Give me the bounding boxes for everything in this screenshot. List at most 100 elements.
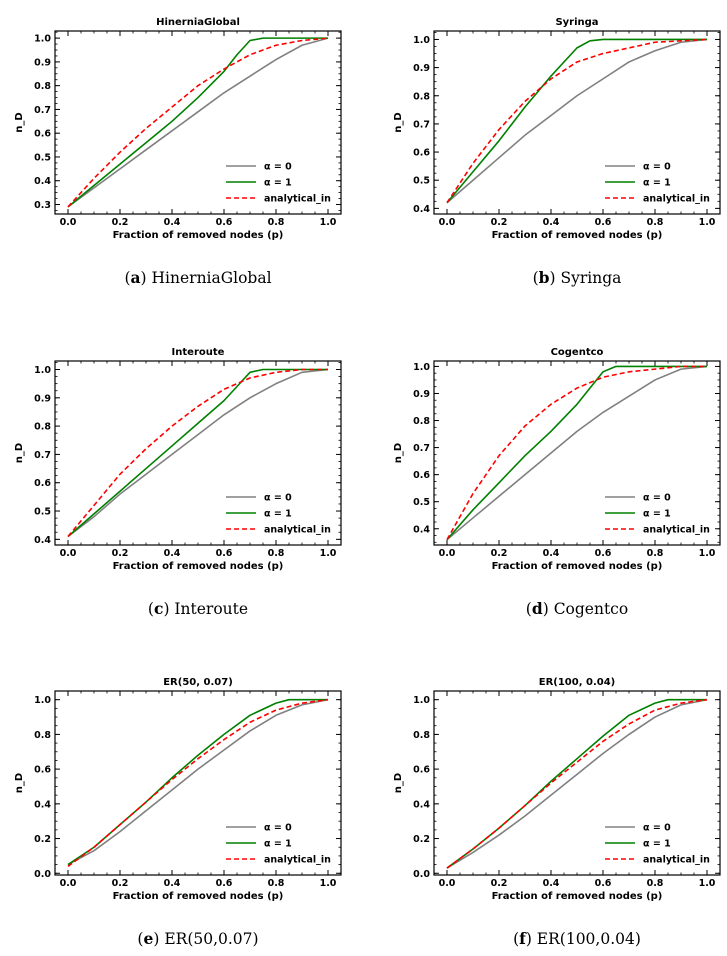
caption-letter: b — [539, 268, 550, 287]
y-tick-label: 0.5 — [413, 176, 430, 187]
x-tick-label: 0.0 — [60, 878, 77, 889]
y-tick-label: 0.6 — [413, 765, 430, 776]
y-tick-label: 0.7 — [34, 450, 51, 461]
x-tick-label: 0.8 — [268, 548, 285, 559]
y-axis-label: n_D — [14, 112, 25, 132]
y-axis-label: n_D — [393, 773, 404, 793]
series-line-alpha0 — [446, 698, 708, 869]
chart-title: Syringa — [555, 17, 598, 28]
panel-caption: (d) Cogentco — [526, 599, 628, 618]
y-tick-label: 0.9 — [413, 389, 430, 400]
y-tick-label: 0.0 — [413, 869, 430, 880]
x-tick-label: 0.6 — [595, 217, 612, 228]
x-tick-label: 1.0 — [320, 217, 337, 228]
y-tick-label: 0.4 — [413, 524, 430, 535]
plot-frame — [54, 360, 342, 546]
y-tick-label: 0.4 — [413, 799, 430, 810]
x-tick-label: 0.8 — [268, 217, 285, 228]
caption-name: Syringa — [561, 269, 622, 287]
legend-label: α = 1 — [264, 839, 292, 850]
y-tick-label: 0.4 — [34, 176, 51, 187]
y-tick-label: 0.7 — [413, 119, 430, 130]
caption-name: ER(50,0.07) — [164, 930, 258, 948]
plot-frame — [433, 690, 721, 876]
y-axis-label: n_D — [14, 773, 25, 793]
x-tick-label: 0.0 — [439, 548, 456, 559]
caption-paren-open: ( — [533, 269, 539, 287]
series-line-alpha0 — [67, 368, 329, 538]
x-tick-label: 1.0 — [320, 548, 337, 559]
x-tick-label: 0.6 — [595, 548, 612, 559]
x-axis-label: Fraction of removed nodes (p) — [113, 561, 284, 572]
chart-title: ER(100, 0.04) — [539, 677, 616, 688]
y-tick-label: 0.8 — [34, 422, 51, 433]
caption-letter: f — [519, 929, 527, 948]
chart-panel-e: ER(50, 0.07) 0.0 0.2 0.4 0.6 0.8 1.0 0.0 0.2 0.4 0… — [14, 677, 342, 948]
y-tick-label: 0.6 — [34, 478, 51, 489]
y-axis-label: n_D — [393, 112, 404, 132]
series-line-alpha1 — [67, 37, 328, 208]
caption-paren-open: ( — [148, 600, 154, 618]
x-tick-label: 0.4 — [543, 878, 560, 889]
caption-paren-close: ) — [141, 269, 152, 287]
caption-paren-open: ( — [124, 269, 130, 287]
caption-paren-open: ( — [526, 600, 532, 618]
x-axis-label: Fraction of removed nodes (p) — [492, 561, 663, 572]
y-axis-label: n_D — [14, 443, 25, 463]
legend-label: α = 0 — [643, 162, 671, 173]
caption-paren-close: ) — [550, 269, 561, 287]
x-tick-label: 0.8 — [647, 878, 664, 889]
x-tick-label: 0.2 — [491, 217, 508, 228]
y-tick-label: 0.6 — [34, 765, 51, 776]
y-tick-label: 0.5 — [34, 152, 51, 163]
x-axis-label: Fraction of removed nodes (p) — [492, 891, 663, 902]
y-tick-label: 0.3 — [34, 200, 51, 211]
y-tick-label: 0.8 — [413, 91, 430, 102]
x-tick-label: 0.2 — [491, 548, 508, 559]
series-line-alpha1 — [67, 368, 328, 538]
x-tick-label: 0.0 — [60, 217, 77, 228]
series-line-analytical-in — [446, 365, 707, 540]
y-tick-label: 0.9 — [413, 63, 430, 74]
series-line-alpha0 — [67, 698, 329, 866]
y-tick-label: 0.0 — [34, 869, 51, 880]
legend-label: α = 1 — [264, 178, 292, 189]
panel-caption: (c) Interoute — [148, 599, 248, 618]
x-tick-label: 0.2 — [112, 878, 129, 889]
y-tick-label: 0.8 — [413, 416, 430, 427]
x-tick-label: 0.4 — [164, 548, 181, 559]
chart-panel-a: HinerniaGlobal 0.0 0.2 0.4 0.6 0.8 1.0 0.3 0.4 0.… — [14, 17, 342, 287]
x-tick-label: 0.4 — [164, 217, 181, 228]
chart-title: HinerniaGlobal — [156, 17, 240, 28]
legend-label: α = 1 — [643, 839, 671, 850]
y-tick-label: 1.0 — [413, 695, 430, 706]
plot-frame — [54, 30, 342, 215]
y-tick-label: 0.4 — [34, 535, 51, 546]
caption-letter: c — [154, 599, 163, 618]
legend-label: α = 0 — [643, 823, 671, 834]
legend-label: α = 1 — [264, 509, 292, 520]
x-tick-label: 0.2 — [112, 548, 129, 559]
caption-name: Interoute — [174, 600, 248, 618]
y-axis-label: n_D — [393, 443, 404, 463]
x-tick-label: 0.4 — [543, 548, 560, 559]
series-line-alpha1 — [446, 38, 707, 204]
y-tick-label: 0.4 — [34, 799, 51, 810]
y-tick-label: 0.8 — [34, 81, 51, 92]
y-tick-label: 0.2 — [34, 834, 51, 845]
caption-letter: e — [143, 929, 153, 948]
plot-frame — [433, 360, 721, 546]
x-axis-label: Fraction of removed nodes (p) — [113, 891, 284, 902]
caption-name: HinerniaGlobal — [152, 269, 272, 287]
chart-title: ER(50, 0.07) — [163, 677, 233, 688]
legend-label: α = 1 — [643, 178, 671, 189]
caption-paren-close: ) — [543, 600, 554, 618]
panel-caption: (a) HinerniaGlobal — [124, 268, 271, 287]
series-line-analytical-in — [67, 698, 329, 867]
x-axis-label: Fraction of removed nodes (p) — [113, 230, 284, 241]
series-line-analytical-in — [67, 368, 328, 538]
chart-panel-c: Interoute 0.0 0.2 0.4 0.6 0.8 1.0 0.4 0.5 0.6 0.7 0… — [14, 347, 342, 618]
caption-letter: d — [532, 599, 543, 618]
x-axis-label: Fraction of removed nodes (p) — [492, 230, 663, 241]
